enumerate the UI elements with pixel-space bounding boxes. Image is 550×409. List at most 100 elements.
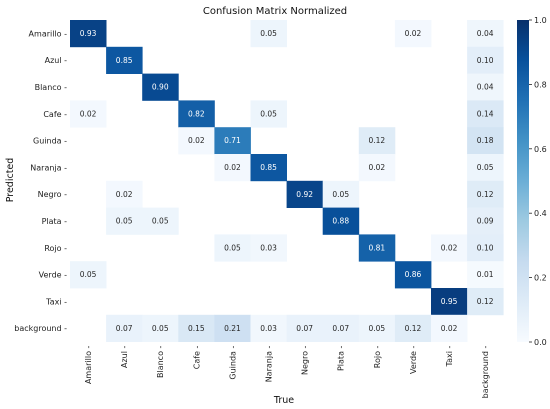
heatmap-cell-background-negro [286,314,324,342]
heatmap-cell-guinda-cafe [178,127,215,155]
heatmap-cell-amarillo-background [467,20,504,48]
heatmap-cell-plata-blanco [142,207,179,235]
heatmap-cell-background-blanco [142,314,179,342]
y-tick-label: Azul - [45,56,68,65]
cell-value-label: 0.02 [80,109,97,118]
x-tick-label: Verde - [409,345,418,373]
x-tick-label: Guinda - [228,345,237,379]
x-tick-label: Blanco - [156,345,165,378]
y-tick-label: background - [14,324,67,333]
cell-value-label: 0.02 [188,136,205,145]
cell-value-label: 0.18 [477,136,494,145]
cell-value-label: 0.85 [260,163,277,172]
cell-value-label: 0.05 [116,217,133,226]
heatmap-cell-amarillo-naranja [250,20,287,48]
y-tick-labels: Amarillo - Azul - Blanco - Cafe - Guinda - Na… [14,29,67,333]
heatmap-cell-rojo-taxi [431,234,468,262]
heatmap-cell-taxi-taxi [431,288,468,316]
cell-value-label: 0.05 [260,29,277,38]
cell-value-label: 0.02 [441,324,458,333]
heatmap-cell-naranja-rojo [358,154,396,182]
y-tick-label: Guinda - [33,137,67,146]
heatmap-cell-guinda-rojo [358,127,396,155]
cell-value-label: 0.14 [477,109,494,118]
y-tick-label: Negro - [38,190,68,199]
cell-value-label: 0.07 [116,324,133,333]
heatmap-cell-background-cafe [178,314,215,342]
heatmap-cell-blanco-blanco [142,73,179,101]
colorbar-ticks: 0.0 0.2 0.4 0.6 0.8 1.0 [529,16,547,347]
cell-value-label: 0.81 [368,243,385,252]
x-tick-label: Cafe - [192,345,201,369]
cell-value-label: 0.05 [260,109,277,118]
heatmap-cell-amarillo-amarillo [70,20,107,48]
colorbar-tick-label: 1.0 [534,16,547,25]
cell-value-label: 0.04 [477,83,494,92]
cell-value-label: 0.05 [152,324,169,333]
cell-value-label: 0.05 [332,190,349,199]
cell-value-label: 0.15 [188,324,205,333]
chart-title: Confusion Matrix Normalized [203,6,347,17]
cell-value-label: 0.10 [477,243,494,252]
y-tick-label: Plata - [42,217,68,226]
x-tick-label: Azul - [120,345,129,368]
cell-value-label: 0.05 [368,324,385,333]
colorbar-tick-label: 0.0 [534,338,547,347]
cell-value-label: 0.03 [260,324,277,333]
x-tick-label: Naranja - [265,345,274,382]
heatmap-cell-blanco-background [467,73,504,101]
cell-value-label: 0.07 [332,324,349,333]
x-tick-labels: Amarillo - Azul - Blanco - Cafe - Guinda - Na… [84,345,490,398]
heatmap-cell-background-guinda [214,314,251,342]
cell-value-label: 0.92 [296,190,313,199]
cell-value-label: 0.05 [224,243,241,252]
cell-value-label: 0.71 [224,136,241,145]
y-tick-label: Verde - [39,271,67,280]
heatmap-cell-background-plata [322,314,360,342]
y-tick-label: Naranja - [30,163,67,172]
heatmap-cell-taxi-background [467,288,504,316]
cell-value-label: 0.02 [224,163,241,172]
y-axis-label: Predicted [5,158,16,203]
x-tick-label: Amarillo - [84,345,93,384]
cell-value-label: 0.04 [477,29,494,38]
y-tick-label: Blanco - [35,83,68,92]
x-axis-label: True [273,395,294,406]
heatmap-cell-background-taxi [431,314,468,342]
cell-value-label: 0.82 [188,109,205,118]
heatmap-cell-plata-background [467,207,504,235]
heatmap-cell-negro-negro [286,180,324,208]
heatmap-cell-cafe-background [467,100,504,128]
heatmap-cell-naranja-background [467,154,504,182]
cell-value-label: 0.05 [80,270,97,279]
heatmap-cell-negro-plata [322,180,360,208]
heatmap-cells: 0.93 0.05 0.02 0.04 0.85 0.10 0.90 0.04 0.02 0.82… [70,20,504,342]
heatmap-cell-guinda-background [467,127,504,155]
colorbar-tick-label: 0.2 [534,274,547,283]
cell-value-label: 0.12 [368,136,385,145]
cell-value-label: 0.93 [80,29,97,38]
heatmap-cell-rojo-guinda [214,234,251,262]
x-tick-label: Negro - [301,345,310,375]
cell-value-label: 0.09 [477,217,494,226]
colorbar [517,20,529,342]
heatmap-cell-guinda-guinda [214,127,251,155]
colorbar-tick-label: 0.4 [534,209,547,218]
heatmap-cell-verde-background [467,261,504,289]
heatmap-cell-plata-azul [106,207,143,235]
heatmap-cell-amarillo-verde [394,20,432,48]
heatmap-cell-rojo-rojo [358,234,396,262]
heatmap-cell-cafe-naranja [250,100,287,128]
heatmap-cell-azul-azul [106,46,143,74]
heatmap-cell-verde-verde [394,261,432,289]
heatmap-cell-rojo-naranja [250,234,287,262]
heatmap-cell-rojo-background [467,234,504,262]
heatmap-cell-background-naranja [250,314,287,342]
heatmap-cell-background-azul [106,314,143,342]
cell-value-label: 0.02 [441,243,458,252]
heatmap-cell-cafe-cafe [178,100,215,128]
cell-value-label: 0.01 [477,270,494,279]
colorbar-tick-label: 0.6 [534,145,547,154]
y-tick-label: Taxi - [45,297,67,306]
